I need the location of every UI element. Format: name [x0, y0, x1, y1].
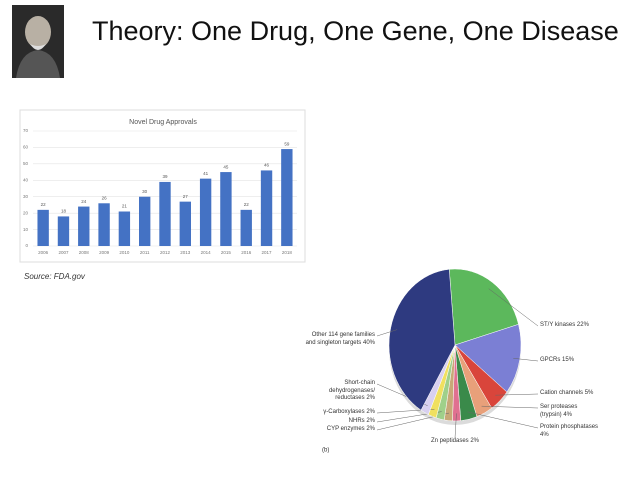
pie-label: Zn peptidases 2%: [425, 438, 485, 446]
bar: [199, 178, 212, 246]
data-label: 22: [244, 202, 250, 207]
x-tick-label: 2007: [58, 250, 69, 255]
x-tick-label: 2015: [221, 250, 232, 255]
data-label: 41: [203, 171, 209, 176]
pie-label: Other 114 gene families and singleton ta…: [305, 332, 375, 347]
portrait-photo: [12, 5, 64, 78]
pie-slice: [388, 269, 456, 411]
pie-label-value: 4%: [563, 411, 573, 418]
pie-label: Short-chain dehydrogenases/ reductases 2…: [313, 380, 375, 403]
pie-label-name: NHRs: [348, 418, 365, 424]
source-note: Source: FDA.gov: [24, 272, 86, 281]
x-tick-label: 2018: [282, 250, 293, 255]
pie-label-value: 2%: [366, 426, 375, 432]
pie-slice: [454, 323, 522, 393]
pie-label-value: 2%: [366, 418, 375, 424]
bar: [78, 206, 90, 246]
pie-label-value: 5%: [584, 390, 594, 396]
pie-label-value: 22%: [576, 322, 589, 328]
pie-label: NHRs 2%: [305, 418, 375, 426]
y-tick-label: 20: [23, 210, 29, 215]
bar: [220, 172, 232, 246]
x-tick-label: 2008: [79, 250, 90, 255]
x-tick-label: 2006: [38, 250, 49, 255]
bar: [118, 211, 131, 246]
pie-label: Ser proteases (trypsin) 4%: [540, 404, 595, 419]
pie-label-value: 4%: [540, 431, 549, 438]
data-label: 39: [162, 174, 168, 179]
x-tick-label: 2009: [99, 250, 110, 255]
bar: [57, 216, 70, 246]
bar: [159, 181, 171, 246]
pie-label-value: 40%: [362, 339, 375, 346]
bar: [98, 203, 110, 246]
data-label: 30: [142, 189, 148, 194]
x-tick-label: 2013: [180, 250, 191, 255]
y-tick-label: 40: [23, 177, 29, 182]
panel-label: (b): [322, 448, 329, 454]
pie-label-value: 2%: [470, 438, 480, 444]
y-tick-label: 30: [23, 194, 29, 199]
x-tick-label: 2011: [140, 250, 150, 255]
data-label: 24: [81, 199, 87, 204]
pie-label-name: Cation channels: [540, 390, 584, 396]
leader-line: [454, 413, 457, 439]
x-tick-label: 2017: [262, 250, 273, 255]
pie-label: ST/Y kinases 22%: [540, 322, 620, 330]
leader-line: [467, 411, 539, 429]
leader-line: [513, 358, 539, 362]
pie-label: GPCRs 15%: [540, 357, 620, 365]
pie-label: CYP enzymes 2%: [305, 426, 375, 434]
pie-label-name: Zn peptidases: [430, 438, 469, 444]
bar: [281, 149, 293, 246]
pie-label-name: CYP enzymes: [326, 426, 365, 432]
x-tick-label: 2016: [241, 250, 252, 255]
pie-slice: [448, 268, 519, 346]
y-tick-label: 60: [23, 145, 29, 150]
bar: [260, 170, 273, 246]
y-tick-label: 10: [23, 227, 29, 232]
pie-label-name: Other 114 gene families and singleton ta…: [305, 332, 375, 346]
data-label: 45: [223, 164, 229, 169]
chart-frame: [19, 109, 306, 263]
pie-label-name: Short-chain dehydrogenases/ reductases: [328, 380, 375, 401]
pie-label-value: 15%: [562, 357, 575, 363]
chart-title: Novel Drug Approvals: [129, 119, 197, 126]
slide-title: Theory: One Drug, One Gene, One Disease: [92, 16, 619, 46]
pie-label-name: Protein phosphatases: [540, 424, 599, 430]
x-tick-label: 2014: [201, 250, 212, 255]
leader-line: [481, 405, 539, 409]
y-tick-label: 70: [23, 128, 29, 133]
y-tick-label: 0: [25, 243, 28, 248]
bar: [139, 196, 151, 246]
bar: [179, 201, 191, 246]
data-label: 18: [61, 209, 67, 214]
pie-label-value: 2%: [366, 395, 375, 401]
x-tick-label: 2010: [119, 250, 130, 255]
y-tick-label: 50: [23, 161, 29, 166]
leader-line: [488, 288, 539, 327]
leader-line: [376, 329, 398, 337]
pie-label: Protein phosphatases 4%: [540, 424, 600, 439]
data-label: 21: [122, 204, 128, 209]
pie-label-name: ST/Y kinases: [540, 322, 576, 328]
data-label: 22: [41, 202, 47, 207]
x-tick-label: 2012: [160, 250, 171, 255]
leader-line: [495, 393, 539, 396]
pie-label-name: γ-Carboxylases: [323, 409, 365, 415]
data-label: 46: [264, 163, 270, 168]
data-label: 59: [284, 141, 290, 146]
data-label: 27: [183, 194, 189, 199]
bar: [240, 209, 252, 246]
pie-label-name: GPCRs: [540, 357, 561, 363]
pie-label-value: 2%: [366, 409, 375, 415]
data-label: 26: [102, 195, 108, 200]
pie-label: γ-Carboxylases 2%: [305, 409, 375, 417]
bar: [37, 209, 49, 246]
pie-label-name: Ser proteases (trypsin): [540, 404, 578, 418]
pie-label: Cation channels 5%: [540, 390, 620, 398]
